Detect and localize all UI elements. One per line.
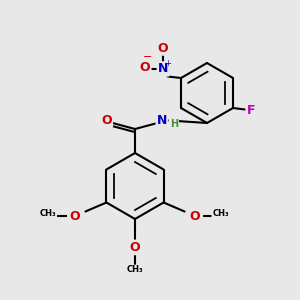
Text: N: N (157, 113, 167, 127)
Text: O: O (70, 209, 80, 223)
Text: N: N (158, 62, 168, 76)
Text: O: O (158, 41, 168, 55)
Text: −: − (143, 52, 153, 62)
Text: CH₃: CH₃ (40, 208, 56, 217)
Text: O: O (101, 113, 112, 127)
Text: F: F (247, 104, 255, 118)
Text: O: O (130, 241, 140, 254)
Text: O: O (140, 61, 150, 74)
Text: CH₃: CH₃ (212, 208, 229, 217)
Text: H: H (170, 119, 178, 130)
Text: O: O (190, 209, 200, 223)
Text: CH₃: CH₃ (127, 266, 143, 274)
Text: +: + (164, 59, 171, 68)
